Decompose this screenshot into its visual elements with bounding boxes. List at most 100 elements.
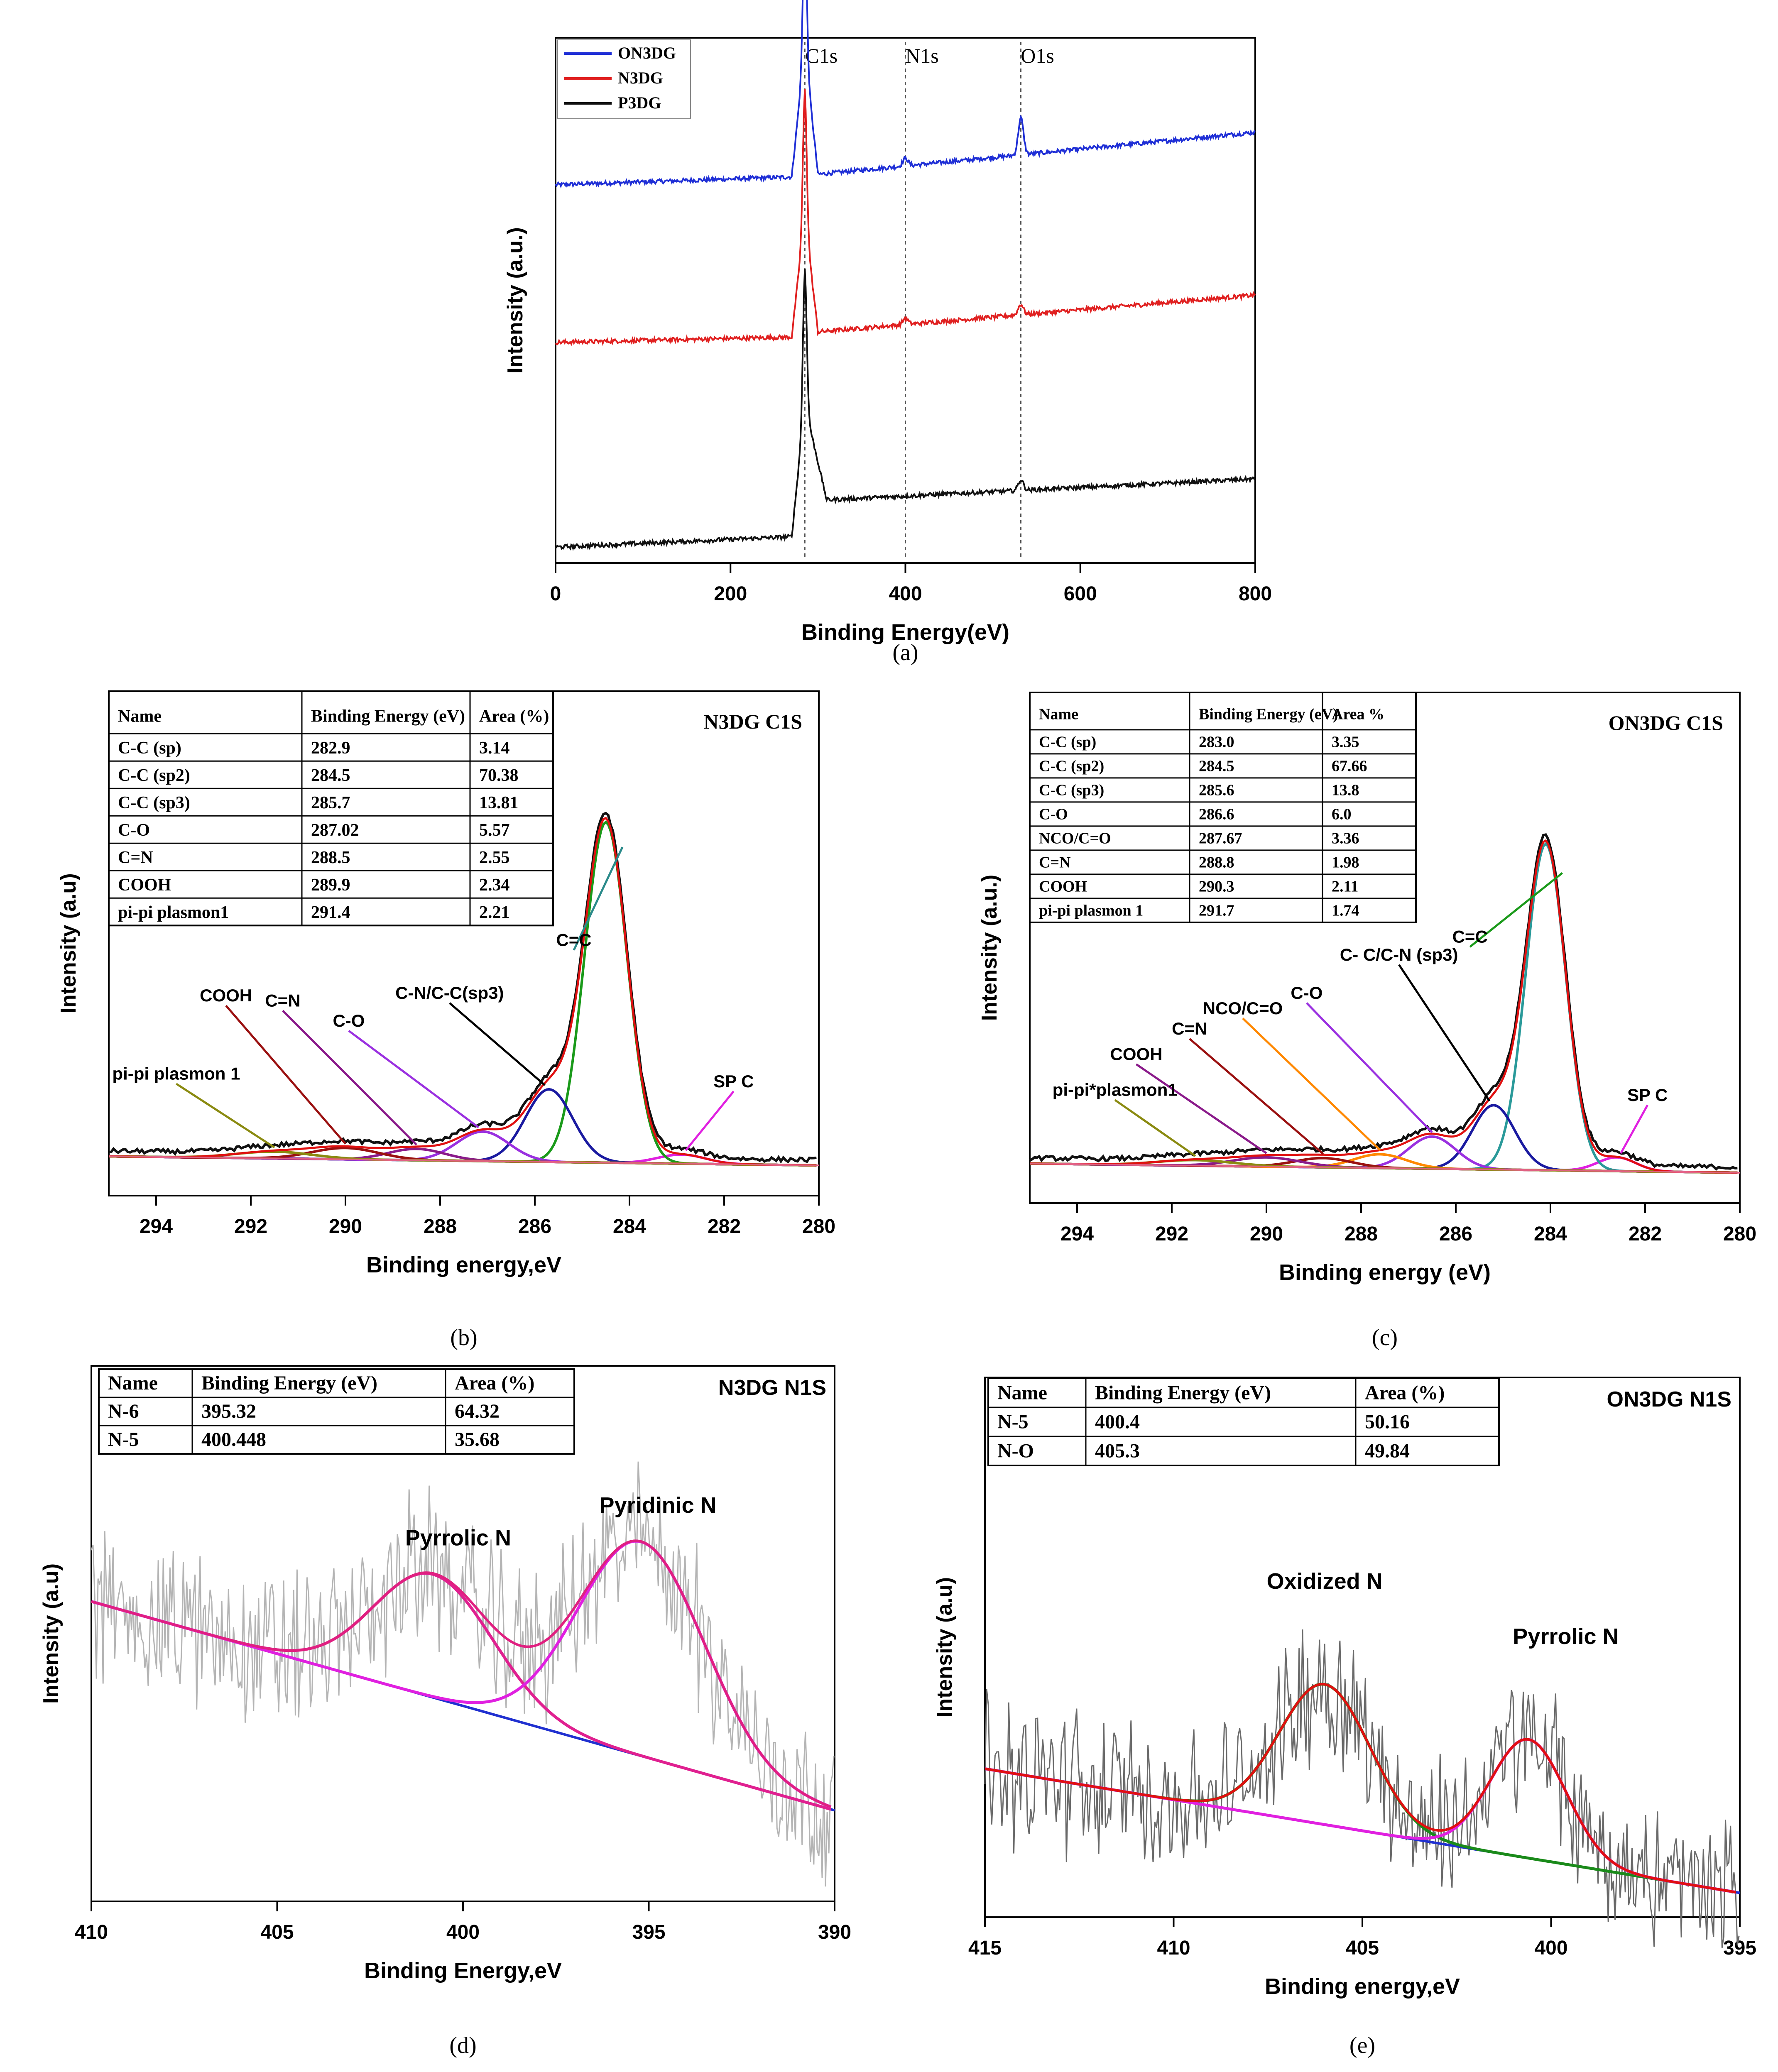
peak-label-pyrrolic-n: Pyrrolic N <box>1513 1624 1619 1649</box>
table-header-cell: Name <box>118 707 162 726</box>
annotation-c-c: C=C <box>1452 927 1488 947</box>
table-cell: 400.4 <box>1095 1411 1140 1433</box>
table-cell: C=N <box>1039 854 1071 871</box>
table-cell: 50.16 <box>1365 1411 1410 1433</box>
annotation-sp-c: SP C <box>1627 1085 1668 1105</box>
table-cell: C-C (sp2) <box>1039 758 1104 775</box>
x-tick-label: 282 <box>1629 1223 1662 1245</box>
chart-e: 415 410 405 400 395 Binding energy,eV Intensit… <box>933 1377 1756 2058</box>
table-frame <box>987 1377 1500 1466</box>
annotation-arrow <box>282 1010 417 1146</box>
legend-entry-on3dg: ON3DG <box>618 44 676 62</box>
x-tick-label: 294 <box>140 1216 173 1238</box>
table-cell: 13.8 <box>1332 782 1359 799</box>
annotation-arrow <box>225 1005 346 1145</box>
panel-label: (d) <box>449 2033 476 2058</box>
y-axis-label: Intensity (a.u) <box>933 1577 957 1717</box>
table-cell: 3.14 <box>479 739 510 758</box>
legend-entry-n3dg: N3DG <box>618 68 663 87</box>
annotation-arrow <box>1469 872 1563 948</box>
fit-envelope <box>985 1683 1736 1893</box>
table-cell: C-O <box>1039 806 1068 823</box>
table-cell: 2.34 <box>479 876 510 895</box>
table-cell: N-6 <box>108 1400 139 1422</box>
table-cell: 49.84 <box>1365 1440 1410 1462</box>
panel-label: (e) <box>1349 2033 1375 2058</box>
x-tick-label: 288 <box>1345 1223 1378 1245</box>
x-tick-label: 410 <box>1157 1937 1190 1959</box>
fit-envelope <box>108 817 817 1167</box>
chart-c: 294 292 290 288 286 284 282 280 Binding energy (… <box>977 692 1756 1350</box>
raw-spectrum <box>1029 833 1738 1171</box>
table-header-cell: Area % <box>1332 706 1384 723</box>
table-header-cell: Name <box>108 1372 158 1394</box>
x-tick-label: 294 <box>1060 1223 1094 1245</box>
x-tick-label: 395 <box>632 1921 665 1943</box>
annotation-c-o: C-O <box>333 1011 365 1030</box>
background-line <box>1029 1162 1740 1174</box>
table-cell: C-C (sp) <box>118 739 181 758</box>
x-tick-label: 200 <box>714 583 747 605</box>
table-frame <box>1029 692 1417 923</box>
table-cell: COOH <box>118 876 171 895</box>
annotation-arrow <box>1398 964 1491 1102</box>
y-axis-label: Intensity (a.u.) <box>977 875 1002 1021</box>
annotation-nco-c-o: NCO/C=O <box>1203 998 1283 1018</box>
table-header-cell: Binding Energy (eV) <box>1095 1382 1271 1404</box>
table-cell: 5.57 <box>479 821 510 840</box>
x-axis-label: Binding energy (eV) <box>1279 1260 1491 1285</box>
x-axis-label: Binding energy,eV <box>366 1252 561 1277</box>
x-tick-label: 280 <box>802 1216 835 1238</box>
table-cell: 285.6 <box>1199 782 1234 799</box>
chart-b: 294 292 290 288 286 284 282 280 Binding energy,e… <box>56 690 835 1350</box>
annotation-pi-pi-plasmon-1: pi-pi plasmon 1 <box>112 1064 240 1084</box>
x-tick-label: 286 <box>518 1216 551 1238</box>
table-cell: 1.74 <box>1332 902 1359 920</box>
chart-d: 410 405 400 395 390 Binding Energy,eV Intensit… <box>39 1365 851 2058</box>
raw-spectrum <box>91 1461 835 1887</box>
x-tick-label: 400 <box>446 1921 480 1943</box>
table-cell: 290.3 <box>1199 878 1234 895</box>
table-header-cell: Area (%) <box>1365 1382 1445 1404</box>
table-frame <box>108 690 554 927</box>
table-cell: 3.36 <box>1332 830 1359 847</box>
table-cell: 288.8 <box>1199 854 1234 871</box>
annotation-arrow <box>1136 1063 1267 1154</box>
table-header-cell: Area (%) <box>479 707 549 726</box>
x-tick-label: 395 <box>1723 1937 1756 1959</box>
table-cell: COOH <box>1039 878 1087 895</box>
table-cell: 291.4 <box>311 903 350 922</box>
fit-envelope <box>91 1539 832 1808</box>
table-cell: 2.21 <box>479 903 510 922</box>
x-tick-label: 800 <box>1239 583 1272 605</box>
table-header-cell: Area (%) <box>455 1372 534 1394</box>
annotation-arrow <box>348 1030 480 1128</box>
table-cell: pi-pi plasmon1 <box>118 903 229 922</box>
table-cell: 284.5 <box>1199 758 1234 775</box>
annotation-c-c: C=C <box>556 930 591 950</box>
table-cell: N-5 <box>108 1429 139 1451</box>
table-cell: 289.9 <box>311 876 350 895</box>
peak-label-oxidized-n: Oxidized N <box>1267 1569 1383 1594</box>
annotation-pi-pi-plasmon1: pi-pi*plasmon1 <box>1053 1080 1178 1100</box>
table-cell: 3.35 <box>1332 734 1359 751</box>
background-line <box>108 1155 819 1167</box>
x-tick-label: 288 <box>424 1216 457 1238</box>
component-peak-c-n-c-c-sp3 <box>108 1088 817 1167</box>
chart-title: N3DG N1S <box>718 1376 826 1400</box>
table-cell: 6.0 <box>1332 806 1352 823</box>
table-cell: 288.5 <box>311 848 350 867</box>
x-tick-label: 400 <box>1534 1937 1567 1959</box>
chart-title: ON3DG C1S <box>1609 711 1723 734</box>
table-cell: 291.7 <box>1199 902 1234 920</box>
table-cell: 2.11 <box>1332 878 1358 895</box>
x-tick-label: 400 <box>889 583 922 605</box>
x-tick-label: 282 <box>708 1216 741 1238</box>
table-cell: C-C (sp3) <box>118 793 190 812</box>
y-axis-label: Intensity (a.u.) <box>503 227 527 373</box>
table-header-cell: Binding Energy (eV) <box>201 1372 377 1394</box>
annotation-cooh: COOH <box>200 986 252 1005</box>
table-frame <box>98 1368 575 1455</box>
peak-label-pyrrolic-n: Pyrrolic N <box>405 1525 511 1550</box>
table-cell: 35.68 <box>455 1429 500 1451</box>
